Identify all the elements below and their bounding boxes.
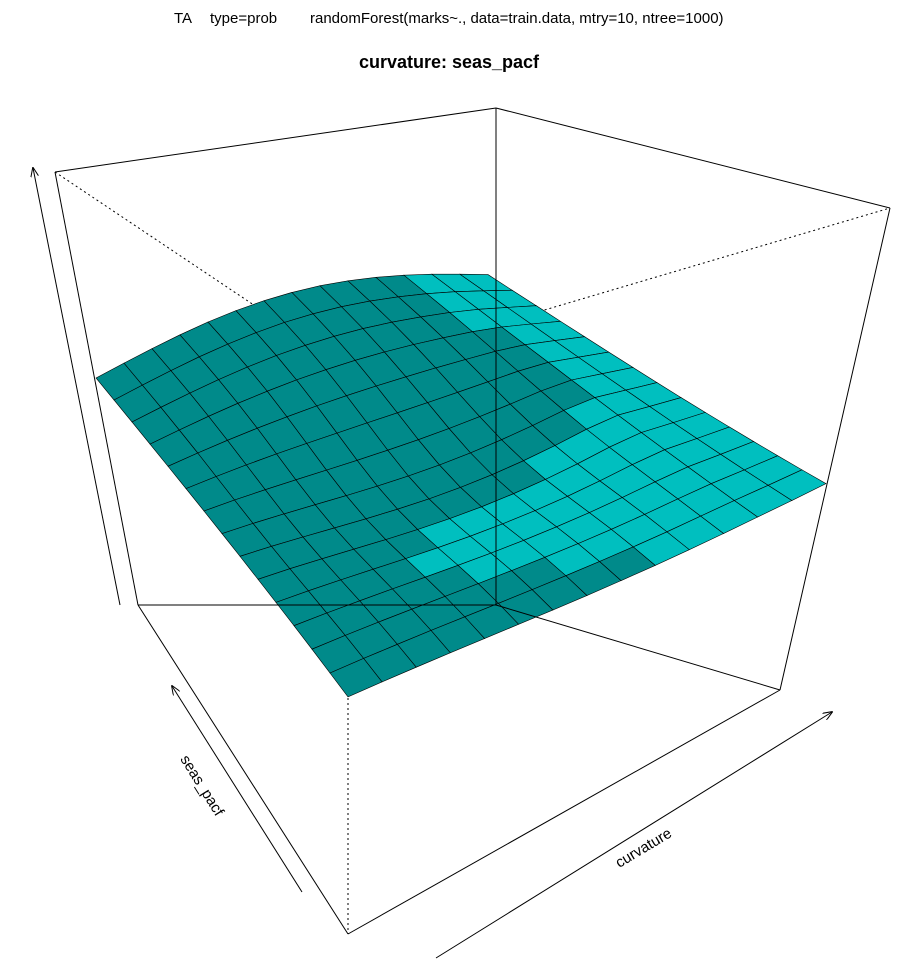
- surface-facet: [767, 469, 827, 501]
- z-axis-arrow: [33, 168, 121, 606]
- x-axis-arrow: [435, 712, 832, 959]
- box-edge-floor-front-right: [347, 689, 781, 935]
- box-edge-floor-back-right: [495, 604, 781, 691]
- header-formula: randomForest(marks~., data=train.data, m…: [310, 10, 724, 27]
- box-hidden-edge-top-right: [347, 207, 891, 369]
- y-axis-arrow: [172, 686, 303, 893]
- box-edge-floor-front-left: [137, 604, 349, 935]
- surface-mesh: [95, 273, 827, 698]
- box-edges: [54, 107, 891, 935]
- chart-title: curvature: seas_pacf: [359, 52, 540, 72]
- box-hidden-edges: [54, 171, 891, 934]
- header-model-tag: TA: [174, 10, 192, 27]
- box-edge-left-vertical: [54, 171, 139, 606]
- box-edge-top-right: [495, 107, 891, 209]
- header-type-tag: type=prob: [210, 10, 277, 27]
- box-edge-top-back: [54, 107, 497, 173]
- box-edge-right-vertical: [779, 207, 891, 691]
- box-hidden-edge-top-left: [54, 171, 349, 369]
- x-axis-label: curvature: [613, 825, 675, 872]
